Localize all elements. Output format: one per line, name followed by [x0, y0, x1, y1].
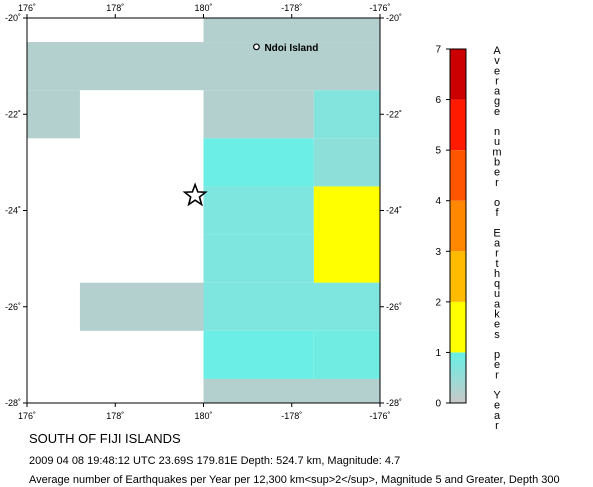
- lat-label-left: -22˚: [5, 109, 21, 119]
- color-scale-title-char: a: [494, 410, 501, 422]
- color-scale-title-char: r: [495, 248, 499, 260]
- color-scale-title-char: e: [494, 319, 500, 331]
- grid-cell: [203, 138, 314, 187]
- axis-ticks: 176˚176˚178˚178˚180˚180˚-178˚-178˚-176˚-…: [5, 3, 402, 421]
- color-scale-title-char: r: [495, 177, 499, 189]
- color-scale-title-char: r: [495, 75, 499, 87]
- place-marker: [253, 43, 260, 51]
- color-scale-title-char: b: [494, 156, 500, 168]
- lat-label-right: -20˚: [386, 13, 402, 23]
- color-scale-title-char: n: [494, 126, 500, 138]
- place-label: Ndoi Island: [264, 43, 318, 54]
- color-scale-label: 1: [435, 348, 441, 359]
- lon-label-top: 178˚: [106, 3, 124, 13]
- color-scale-title-char: e: [494, 167, 500, 179]
- grid-cell: [203, 330, 314, 379]
- color-scale-frame: [449, 48, 467, 404]
- color-scale-title-char: e: [494, 359, 500, 371]
- color-scale-title-char: a: [494, 298, 501, 310]
- color-scale-band: [450, 150, 466, 201]
- lon-label-top: -176˚: [369, 3, 390, 13]
- color-scale-title-char: p: [494, 349, 500, 361]
- color-scale-title-char: v: [494, 55, 500, 67]
- color-scale-title-char: r: [495, 420, 499, 430]
- region-title: SOUTH OF FIJI ISLANDS: [29, 431, 181, 446]
- color-scale-label: 6: [435, 95, 441, 106]
- color-scale-title-char: a: [494, 86, 501, 98]
- grid-cell: [313, 330, 380, 379]
- color-scale-title-char: E: [493, 227, 500, 239]
- color-scale-label: 7: [435, 45, 441, 56]
- lon-label-bottom: 180˚: [194, 411, 212, 421]
- color-scale-title-char: q: [494, 278, 500, 290]
- color-scale-title-char: m: [492, 146, 501, 158]
- grid-cell: [203, 378, 380, 403]
- color-scale-title-char: k: [494, 309, 500, 321]
- color-scale-title-char: s: [494, 329, 500, 341]
- lon-label-top: 180˚: [194, 3, 212, 13]
- lat-label-left: -24˚: [5, 206, 21, 216]
- color-scale-title-char: e: [494, 65, 500, 77]
- color-scale-band: [450, 251, 466, 302]
- place-marker-group: Ndoi Island: [253, 43, 318, 54]
- color-scale-title-char: h: [494, 268, 500, 280]
- color-scale-title-char: r: [495, 369, 499, 381]
- grid-cells: [27, 18, 380, 403]
- color-scale: 0 1 2 3 4 5 6 7: [435, 45, 467, 410]
- color-scale-band: [450, 352, 466, 403]
- color-scale-title-char: e: [494, 400, 500, 412]
- lat-label-left: -20˚: [5, 13, 21, 23]
- color-scale-title-char: o: [494, 197, 500, 209]
- lon-label-bottom: 176˚: [18, 411, 36, 421]
- grid-cell: [203, 90, 314, 139]
- color-scale-label: 0: [435, 399, 441, 410]
- epicenter-star-icon: [182, 182, 208, 207]
- lon-label-top: -178˚: [281, 3, 302, 13]
- grid-cell: [27, 90, 80, 139]
- color-scale-title-char: t: [495, 258, 498, 270]
- map-description: Average number of Earthquakes per Year p…: [29, 474, 560, 486]
- grid-cell: [203, 282, 380, 331]
- color-scale-label: 3: [435, 247, 441, 258]
- color-scale-title-char: Y: [493, 390, 501, 402]
- lat-label-left: -26˚: [5, 302, 21, 312]
- lat-label-right: -22˚: [386, 109, 402, 119]
- lon-label-bottom: -178˚: [281, 411, 302, 421]
- color-scale-label: 5: [435, 146, 441, 157]
- color-scale-title-char: u: [494, 288, 500, 300]
- color-scale-title-char: a: [494, 238, 501, 250]
- grid-cell: [203, 18, 380, 43]
- grid-cell: [79, 282, 204, 331]
- seismicity-map: 176˚176˚178˚178˚180˚180˚-178˚-178˚-176˚-…: [5, 3, 502, 430]
- color-scale-title-char: g: [494, 96, 500, 108]
- lat-label-right: -26˚: [386, 302, 402, 312]
- color-scale-band: [450, 200, 466, 252]
- lon-label-top: 176˚: [18, 3, 36, 13]
- color-scale-title-char: e: [494, 106, 500, 118]
- lon-label-bottom: -176˚: [369, 411, 390, 421]
- lat-label-right: -28˚: [386, 398, 402, 408]
- lat-label-right: -24˚: [386, 206, 402, 216]
- grid-cell: [313, 90, 380, 139]
- color-scale-label: 4: [435, 196, 441, 207]
- grid-cell: [203, 186, 314, 235]
- lon-label-bottom: 178˚: [106, 411, 124, 421]
- grid-cell: [27, 42, 380, 91]
- grid-cell: [313, 186, 380, 283]
- grid-cell: [313, 138, 380, 187]
- color-scale-title-char: f: [495, 207, 499, 219]
- color-scale-band: [450, 49, 466, 100]
- color-scale-band: [450, 99, 466, 151]
- lat-label-left: -28˚: [5, 398, 21, 408]
- color-scale-title-char: u: [494, 136, 500, 148]
- event-details: 2009 04 08 19:48:12 UTC 23.69S 179.81E D…: [29, 455, 401, 467]
- color-scale-label: 2: [435, 297, 441, 308]
- grid-cell: [203, 234, 314, 283]
- color-scale-title-char: A: [493, 45, 501, 57]
- color-scale-band: [450, 301, 466, 353]
